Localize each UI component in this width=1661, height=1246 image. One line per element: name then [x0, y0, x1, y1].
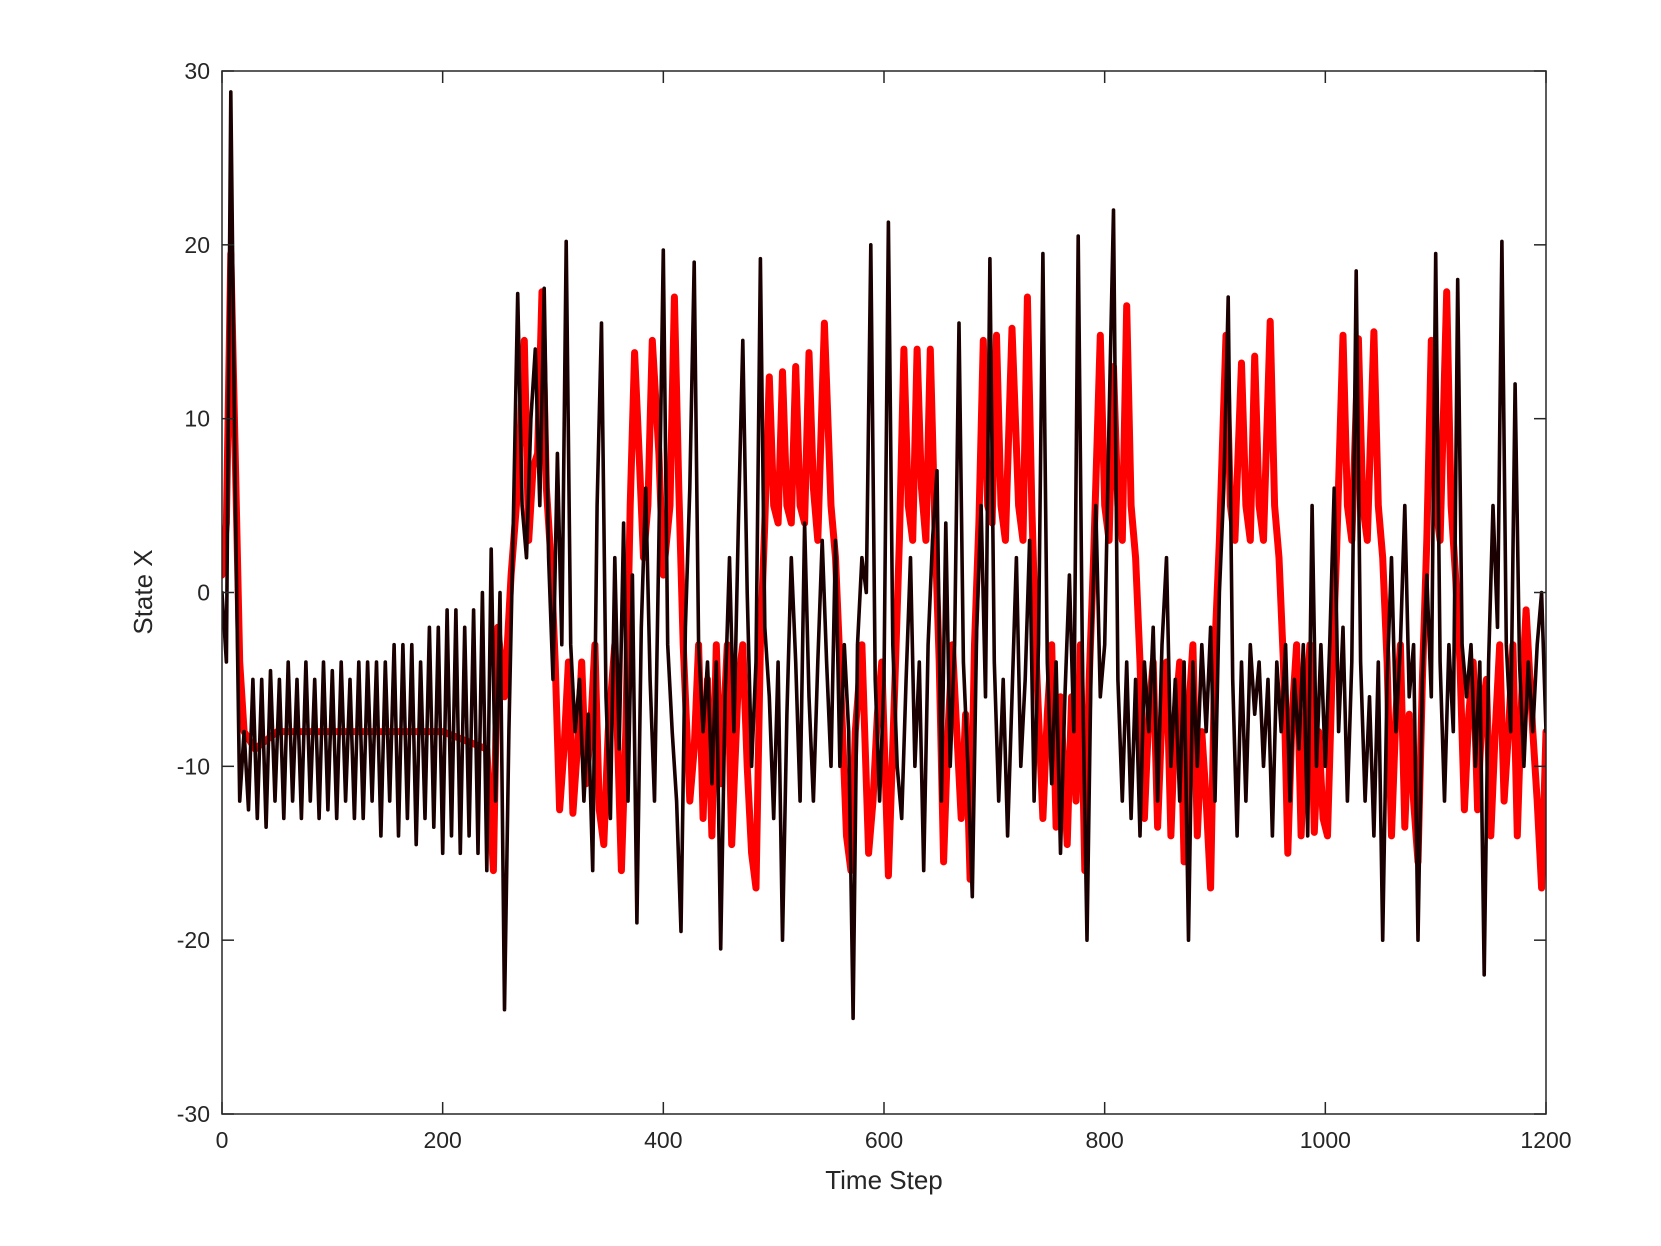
y-axis-label: State X: [128, 549, 158, 634]
x-tick-label: 200: [423, 1127, 461, 1153]
axes-box: [221, 70, 1547, 1115]
y-tick-label: 30: [184, 58, 210, 84]
x-axis-label: Time Step: [825, 1165, 943, 1195]
y-tick-label: 10: [184, 406, 210, 432]
tick-layer: 0 200 400 600 800 1000 1200 -30 -20 -10 0 10 20 30: [177, 58, 1572, 1153]
x-tick-label: 600: [865, 1127, 903, 1153]
y-tick-label: -30: [177, 1101, 210, 1127]
series-layer: [222, 90, 1546, 1021]
series-line-1: [222, 250, 1546, 892]
plot-area: 0 200 400 600 800 1000 1200 -30 -20 -10 0 10 20 30: [177, 58, 1572, 1153]
x-tick-label: 400: [644, 1127, 682, 1153]
series-line-2: [222, 90, 1546, 1021]
x-tick-label: 800: [1085, 1127, 1123, 1153]
y-tick-label: -10: [177, 753, 210, 779]
x-tick-label: 1000: [1300, 1127, 1351, 1153]
y-tick-label: 0: [197, 580, 210, 606]
y-tick-label: 20: [184, 232, 210, 258]
y-tick-label: -20: [177, 927, 210, 953]
x-tick-label: 1200: [1520, 1127, 1571, 1153]
x-tick-label: 0: [216, 1127, 229, 1153]
